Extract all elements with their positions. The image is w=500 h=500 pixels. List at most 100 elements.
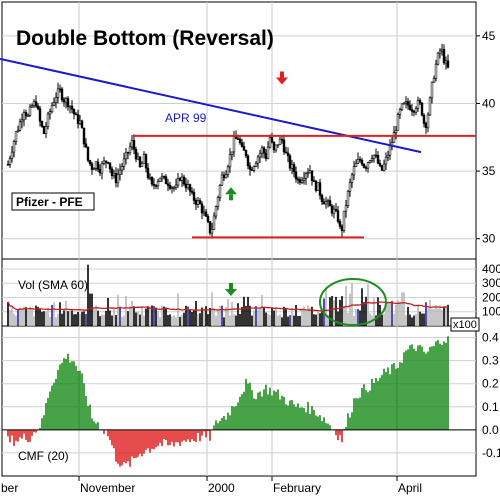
- price-bar-body: [182, 176, 186, 185]
- price-bar-body: [392, 132, 396, 143]
- price-bar-body: [224, 174, 228, 179]
- price-bar-body: [260, 147, 264, 154]
- price-bar-body: [314, 180, 318, 191]
- price-bar-body: [168, 185, 172, 189]
- price-gridlines: [2, 35, 476, 240]
- volume-highlight-ellipse: [319, 278, 387, 326]
- price-bar-body: [426, 114, 430, 129]
- price-bar-body: [98, 169, 102, 174]
- price-bar-body: [128, 146, 132, 154]
- price-bar-body: [356, 158, 360, 164]
- price-bar-body: [134, 148, 138, 160]
- cmf-tick-label: 0.2: [482, 377, 499, 391]
- price-bar-body: [152, 183, 156, 186]
- price-bar-body: [430, 81, 434, 99]
- price-bar-body: [120, 166, 124, 171]
- price-bar-body: [368, 160, 372, 163]
- price-bar-body: [190, 190, 194, 193]
- price-bar-body: [214, 206, 218, 217]
- price-bar-body: [326, 200, 330, 202]
- price-bar-body: [334, 208, 338, 211]
- trendline-label: APR 99: [165, 111, 207, 125]
- price-bar-body: [434, 63, 438, 79]
- price-bar-body: [276, 144, 280, 147]
- price-bar-body: [408, 104, 412, 110]
- price-bar-body: [432, 78, 436, 83]
- price-bar-body: [308, 170, 312, 174]
- price-bar-body: [282, 139, 286, 153]
- price-bar-body: [188, 184, 192, 192]
- cmf-panel: [1, 325, 477, 477]
- price-bar-body: [220, 174, 224, 186]
- price-bar-body: [384, 156, 388, 165]
- price-bar-body: [70, 105, 74, 110]
- volume-unit-box: [450, 317, 480, 332]
- price-bar-body: [212, 215, 216, 230]
- price-bar-body: [114, 173, 118, 184]
- price-tick-label: 30: [482, 232, 496, 246]
- price-bar-body: [12, 141, 16, 153]
- volume-tick-label: 4000: [482, 262, 500, 276]
- price-bar-body: [148, 177, 152, 179]
- cmf-label: CMF (20): [18, 449, 69, 463]
- price-bar-body: [96, 161, 100, 170]
- price-bar-body: [346, 190, 350, 206]
- price-bar-body: [378, 162, 382, 166]
- arrow-shaft: [229, 283, 233, 289]
- price-bar-body: [262, 147, 266, 154]
- price-bar-body: [76, 114, 80, 124]
- price-tick-label: 45: [482, 29, 496, 43]
- price-bar-body: [354, 162, 358, 167]
- price-bar-body: [312, 180, 316, 182]
- price-bar-body: [28, 106, 32, 116]
- price-bar-body: [228, 154, 232, 168]
- price-bar-body: [150, 177, 154, 185]
- price-bar-body: [38, 108, 42, 122]
- price-bar-body: [316, 182, 320, 191]
- price-bar-body: [266, 146, 270, 159]
- price-bar-body: [176, 178, 180, 186]
- price-bar-body: [132, 140, 136, 150]
- price-bar-body: [300, 180, 304, 183]
- price-bar-body: [240, 142, 244, 147]
- price-bar-body: [26, 115, 30, 117]
- price-bar-body: [36, 105, 40, 109]
- x-tick-label: April: [398, 481, 422, 495]
- price-bar-body: [142, 154, 146, 164]
- price-bar-body: [184, 183, 188, 189]
- cmf-tick-label: 0.3: [482, 354, 499, 368]
- price-bar-body: [298, 179, 302, 183]
- symbol-label: Pfizer - PFE: [16, 195, 83, 209]
- price-bar-body: [324, 201, 328, 205]
- arrow-head: [276, 77, 288, 85]
- price-bar-body: [34, 101, 38, 107]
- price-bar-body: [268, 136, 272, 148]
- volume-tick-label: 2000: [482, 290, 500, 304]
- price-bar-body: [414, 108, 418, 113]
- price-bar-body: [270, 136, 274, 143]
- price-bar-body: [332, 208, 336, 214]
- price-bar-body: [226, 166, 230, 175]
- price-bar-body: [360, 159, 364, 165]
- price-bar-body: [170, 187, 174, 189]
- price-bar-body: [200, 203, 204, 214]
- price-bar-body: [246, 155, 250, 167]
- price-bar-body: [398, 109, 402, 115]
- price-bar-body: [180, 176, 184, 181]
- price-bar-body: [204, 211, 208, 217]
- arrow-shaft: [229, 194, 233, 201]
- price-bar-body: [374, 154, 378, 157]
- price-bar-body: [258, 152, 262, 158]
- price-bar-body: [18, 121, 22, 131]
- price-bar-body: [288, 155, 292, 169]
- price-bar-body: [140, 163, 144, 167]
- volume-tick-labels: 4000300020001000: [482, 262, 500, 319]
- price-bar-body: [56, 88, 60, 98]
- price-bar-body: [372, 154, 376, 159]
- price-bar-body: [294, 171, 298, 180]
- price-bar-body: [30, 105, 34, 108]
- price-bar-body: [342, 210, 346, 231]
- price-bar-body: [340, 226, 344, 231]
- price-bar-body: [154, 185, 158, 187]
- price-bar-body: [198, 200, 202, 205]
